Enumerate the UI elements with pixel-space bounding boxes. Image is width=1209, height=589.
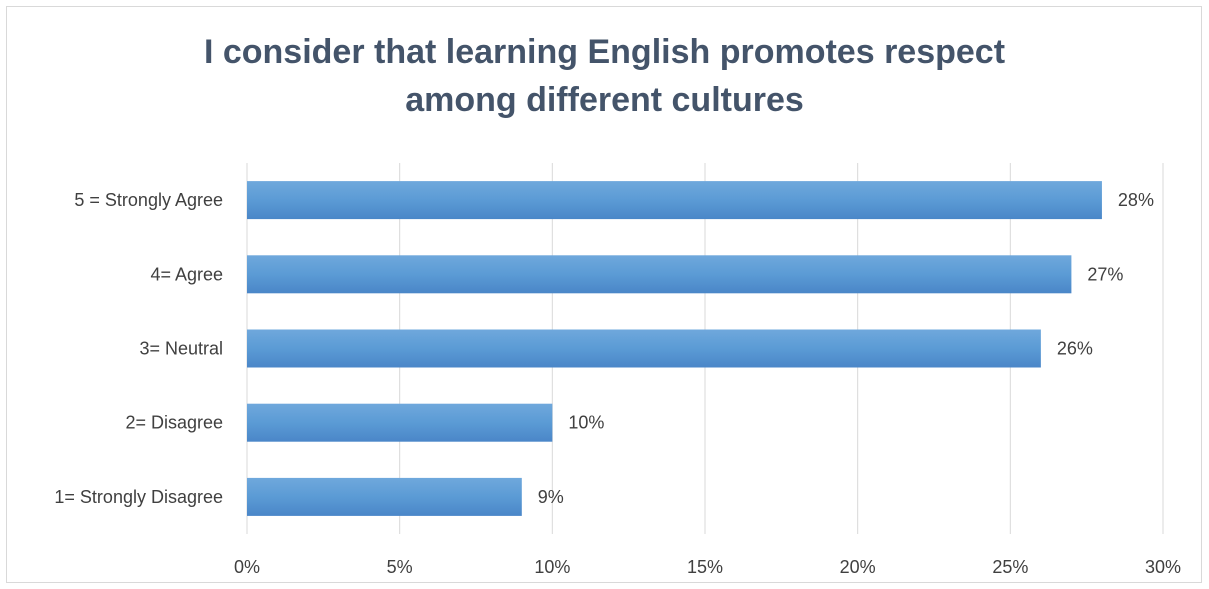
bar-1 [247,181,1102,220]
x-axis-tick-labels: 0% 5% 10% 15% 20% 25% 30% [234,557,1181,577]
category-label: 4= Agree [150,264,223,284]
category-label: 3= Neutral [139,339,223,359]
category-label: 1= Strongly Disagree [54,487,223,507]
bar-5 [247,477,522,516]
data-label: 9% [538,487,564,507]
data-labels: 28% 27% 26% 10% 9% [538,190,1154,507]
x-tick-label: 30% [1145,557,1181,577]
bar-2 [247,255,1072,294]
chart-title-line-1: I consider that learning English promote… [203,33,1006,71]
chart-title: I consider that learning English promote… [0,28,1209,124]
x-tick-label: 0% [234,557,260,577]
chart-title-line-2: among different cultures [405,81,804,119]
category-labels: 5 = Strongly Agree 4= Agree 3= Neutral 2= D… [54,190,223,507]
data-label: 28% [1118,190,1154,210]
data-label: 26% [1057,339,1093,359]
x-tick-label: 15% [687,557,723,577]
x-tick-label: 20% [840,557,876,577]
category-label: 5 = Strongly Agree [74,190,223,210]
bar-3 [247,329,1041,368]
x-tick-label: 10% [534,557,570,577]
x-tick-label: 5% [387,557,413,577]
bar-4 [247,403,553,442]
data-label: 10% [568,413,604,433]
chart-frame [6,6,1202,583]
x-tick-label: 25% [992,557,1028,577]
bars [247,181,1102,516]
data-label: 27% [1087,264,1123,284]
category-label: 2= Disagree [125,413,223,433]
